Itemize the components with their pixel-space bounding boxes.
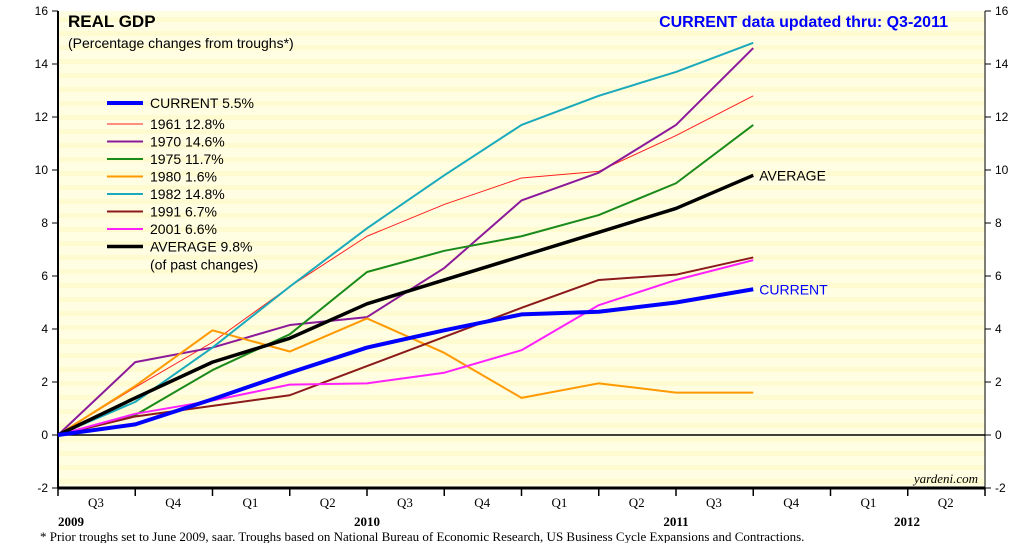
series-line <box>57 173 754 437</box>
y-tick-label-right: 2 <box>995 375 1002 389</box>
series-line <box>57 317 754 436</box>
y-tick-label-right: 6 <box>995 269 1002 283</box>
legend-label: 1961 12.8% <box>150 116 225 132</box>
background-stripe <box>58 59 985 64</box>
quarter-label: Q4 <box>783 495 799 510</box>
series-line <box>57 287 754 437</box>
legend-label: CURRENT 5.5% <box>150 95 254 111</box>
y-tick-label-right: 10 <box>995 163 1009 177</box>
background-stripe <box>58 367 985 372</box>
background-stripe <box>58 241 985 246</box>
background-stripe <box>58 409 985 414</box>
quarter-label: Q1 <box>861 495 877 510</box>
background-stripe <box>58 437 985 442</box>
background-stripe <box>58 353 985 358</box>
legend-label: 1970 14.6% <box>150 134 225 150</box>
background-stripe <box>58 339 985 344</box>
y-tick-label-left: 8 <box>41 216 48 230</box>
quarter-label: Q3 <box>88 495 104 510</box>
legend-label: (of past changes) <box>150 257 258 273</box>
background-stripe <box>58 381 985 386</box>
legend-label: 2001 6.6% <box>150 221 217 237</box>
background-stripe <box>58 297 985 302</box>
background-stripe <box>58 157 985 162</box>
legend-label: 1982 14.8% <box>150 186 225 202</box>
quarter-label: Q3 <box>397 495 413 510</box>
y-tick-label-right: -2 <box>995 481 1006 495</box>
year-label: 2011 <box>663 514 688 529</box>
update-note: CURRENT data updated thru: Q3-2011 <box>659 14 948 31</box>
background-stripe <box>58 423 985 428</box>
year-label: 2010 <box>354 514 380 529</box>
background-stripe <box>58 465 985 470</box>
y-tick-label-left: 12 <box>35 110 49 124</box>
y-tick-label-right: 16 <box>995 4 1009 18</box>
series-line <box>57 124 754 436</box>
background-stripe <box>58 31 985 36</box>
y-tick-label-left: 10 <box>35 163 49 177</box>
background-stripe <box>58 451 985 456</box>
footnote: * Prior troughs set to June 2009, saar. … <box>40 529 804 543</box>
background-stripe <box>58 283 985 288</box>
y-tick-label-right: 8 <box>995 216 1002 230</box>
background-stripe <box>58 325 985 330</box>
y-tick-label-left: 14 <box>35 57 49 71</box>
legend-label: 1980 1.6% <box>150 169 217 185</box>
background-stripe <box>58 269 985 274</box>
series-line <box>57 259 754 436</box>
quarter-label: Q4 <box>165 495 181 510</box>
chart-title: REAL GDP <box>68 12 156 31</box>
background-stripe <box>58 129 985 134</box>
background-stripe <box>58 479 985 484</box>
background-stripe <box>58 101 985 106</box>
y-tick-label-left: -2 <box>37 481 48 495</box>
source-label: yardeni.com <box>912 471 978 486</box>
quarter-label: Q2 <box>629 495 645 510</box>
series-line <box>57 41 754 436</box>
quarter-label: Q2 <box>320 495 336 510</box>
background-stripe <box>58 171 985 176</box>
y-tick-label-left: 4 <box>41 322 48 336</box>
y-tick-label-left: 2 <box>41 375 48 389</box>
quarter-label: Q3 <box>706 495 722 510</box>
year-label: 2009 <box>58 514 85 529</box>
series-end-label: AVERAGE <box>759 167 826 183</box>
quarter-label: Q1 <box>552 495 568 510</box>
background-stripe <box>58 185 985 190</box>
y-tick-label-right: 14 <box>995 57 1009 71</box>
series-end-label: CURRENT <box>759 281 828 297</box>
background-stripe <box>58 17 985 22</box>
year-label: 2012 <box>894 514 920 529</box>
series-line <box>57 95 754 436</box>
y-tick-label-left: 16 <box>35 4 49 18</box>
y-tick-label-right: 0 <box>995 428 1002 442</box>
background-stripe <box>58 115 985 120</box>
background-stripe <box>58 143 985 148</box>
y-tick-label-right: 12 <box>995 110 1009 124</box>
y-tick-label-left: 0 <box>41 428 48 442</box>
legend-label: 1975 11.7% <box>150 151 224 167</box>
chart-subtitle: (Percentage changes from troughs*) <box>68 35 294 51</box>
quarter-label: Q1 <box>243 495 259 510</box>
legend-label: 1991 6.7% <box>150 204 217 220</box>
background-stripe <box>58 87 985 92</box>
background-stripe <box>58 227 985 232</box>
y-tick-label-right: 4 <box>995 322 1002 336</box>
quarter-label: Q2 <box>938 495 954 510</box>
legend-label: AVERAGE 9.8% <box>150 239 252 255</box>
background-stripe <box>58 213 985 218</box>
background-stripe <box>58 73 985 78</box>
quarter-label: Q4 <box>474 495 490 510</box>
y-tick-label-left: 6 <box>41 269 48 283</box>
background-stripe <box>58 45 985 50</box>
